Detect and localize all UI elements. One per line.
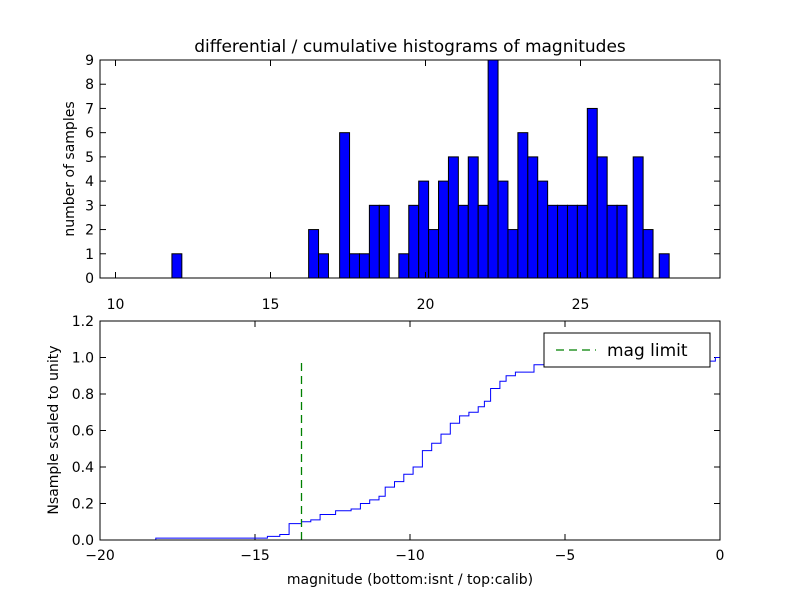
- y-tick-label: 1.2: [72, 314, 94, 330]
- histogram-bar: [596, 156, 608, 279]
- x-tick-label: −15: [240, 548, 270, 564]
- histogram-bar: [318, 253, 329, 279]
- bottom-plot-frame: [99, 320, 721, 541]
- histogram-bar: [378, 204, 390, 279]
- y-tick-label: 7: [85, 101, 94, 117]
- y-tick-label: 0.0: [72, 533, 94, 549]
- histogram-bar: [547, 204, 559, 279]
- histogram-bar: [398, 253, 410, 279]
- histogram-bar: [507, 229, 519, 279]
- histogram-bar: [408, 204, 420, 279]
- y-tick-label: 0.8: [72, 387, 94, 403]
- y-tick-label: 4: [85, 174, 94, 190]
- top-axis-ticks: 0 1 2 3 4 5 6 7 8 9 10 15 20 25: [85, 53, 720, 313]
- bottom-axis-ticks: 0.0 0.2 0.4 0.6 0.8 1.0 1.2 −20 −15 −10 −5 0: [72, 314, 725, 564]
- histogram-bar: [438, 180, 449, 279]
- y-tick-label: 6: [85, 126, 94, 142]
- y-tick-label: 9: [85, 53, 94, 69]
- y-tick-label: 0.6: [72, 424, 94, 440]
- top-plot-frame: [99, 59, 721, 279]
- y-tick-label: 0: [85, 271, 94, 287]
- top-histogram-panel: differential / cumulative histograms of …: [62, 37, 721, 313]
- histogram-bar: [557, 204, 568, 279]
- y-tick-label: 0.2: [72, 497, 94, 513]
- histogram-bar: [537, 180, 549, 279]
- y-tick-label: 1.0: [72, 351, 94, 367]
- x-tick-label: 0: [716, 548, 725, 564]
- histogram-bar: [457, 204, 469, 279]
- histogram-bar: [487, 59, 499, 279]
- histogram-bar: [418, 180, 430, 279]
- histogram-bar: [358, 253, 370, 279]
- x-tick-label: −20: [85, 548, 115, 564]
- histogram-bar: [606, 204, 618, 279]
- bottom-x-axis-label: magnitude (bottom:isnt / top:calib): [287, 572, 533, 588]
- y-tick-label: 3: [85, 198, 94, 214]
- histogram-bar: [447, 156, 459, 279]
- y-tick-label: 2: [85, 223, 94, 239]
- histogram-bar: [497, 180, 509, 279]
- top-y-axis-label: number of samples: [62, 101, 78, 236]
- histogram-bar: [477, 204, 489, 279]
- histogram-bar: [586, 107, 598, 279]
- histogram-bar: [308, 229, 320, 279]
- histogram-bar: [658, 253, 670, 279]
- x-tick-label: 20: [417, 297, 435, 313]
- histogram-bar: [642, 229, 654, 279]
- y-tick-label: 5: [85, 150, 94, 166]
- chart-title: differential / cumulative histograms of …: [194, 37, 626, 57]
- bottom-cumulative-panel: 0.0 0.2 0.4 0.6 0.8 1.0 1.2 −20 −15 −10 −5 0 mag li…: [46, 314, 724, 588]
- x-tick-label: 15: [262, 297, 280, 313]
- x-tick-label: −10: [395, 548, 425, 564]
- histogram-bar: [368, 204, 380, 279]
- histogram-bar: [632, 156, 644, 279]
- histogram-bar: [576, 204, 588, 279]
- histogram-bar: [339, 132, 351, 279]
- x-tick-label: −5: [555, 548, 576, 564]
- histogram-bar: [566, 204, 578, 279]
- y-tick-label: 8: [85, 77, 94, 93]
- bottom-y-axis-label: Nsample scaled to unity: [46, 345, 62, 514]
- histogram-bar: [428, 229, 440, 279]
- x-tick-label: 25: [572, 297, 590, 313]
- histogram-bar: [527, 156, 539, 279]
- histogram-bar: [349, 253, 360, 279]
- y-tick-label: 0.4: [72, 460, 94, 476]
- histogram-bar: [171, 253, 183, 279]
- histogram-bar: [467, 156, 479, 279]
- x-tick-label: 10: [107, 297, 125, 313]
- histogram-bar: [517, 132, 529, 279]
- legend: mag limit: [543, 332, 711, 368]
- y-tick-label: 1: [85, 247, 94, 263]
- histogram-bar: [616, 204, 628, 279]
- legend-mag-limit-label: mag limit: [607, 341, 688, 361]
